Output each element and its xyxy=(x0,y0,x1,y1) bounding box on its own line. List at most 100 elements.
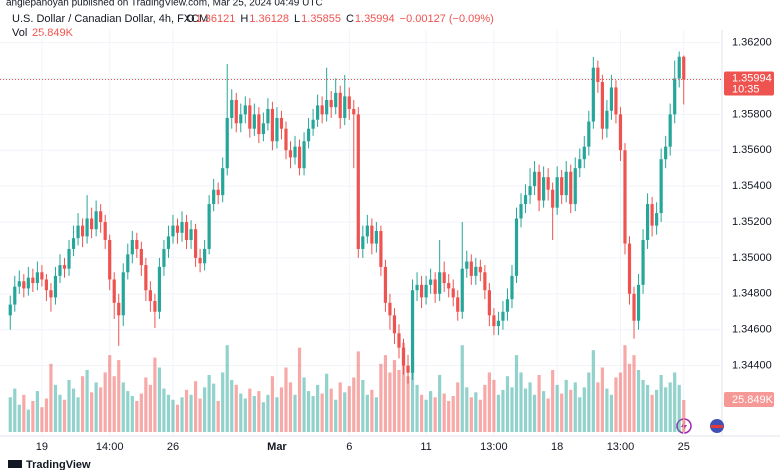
volume-bar xyxy=(451,396,455,432)
volume-legend-label: Vol xyxy=(12,27,27,39)
volume-bar xyxy=(555,384,559,432)
volume-bar xyxy=(365,394,369,432)
candle-body xyxy=(591,67,595,122)
candle-body xyxy=(71,238,76,249)
volume-bar xyxy=(682,399,686,432)
volume-bar xyxy=(311,396,315,432)
candle-body xyxy=(569,171,573,205)
x-tick-label: 25 xyxy=(678,441,690,453)
volume-legend-value: 25.849K xyxy=(32,27,74,39)
volume-bar xyxy=(605,388,609,432)
candle-body xyxy=(135,239,139,249)
candle-body xyxy=(424,284,428,298)
candle-body xyxy=(456,297,460,312)
candle-body xyxy=(225,117,229,169)
candle-body xyxy=(334,92,338,108)
volume-bar xyxy=(343,392,347,432)
volume-bar xyxy=(532,394,537,432)
candle-body xyxy=(392,315,397,334)
candle-body xyxy=(257,114,261,135)
candle-body xyxy=(596,67,600,83)
candle-body xyxy=(239,114,243,124)
candle-body xyxy=(442,272,446,284)
volume-bar xyxy=(239,393,243,432)
candle-body xyxy=(410,290,415,373)
volume-bar xyxy=(379,363,383,432)
volume-bar xyxy=(203,387,207,432)
candle-body xyxy=(230,99,234,118)
volume-bar xyxy=(275,397,279,432)
candle-body xyxy=(80,225,85,237)
candle-body xyxy=(510,275,514,300)
volume-bar xyxy=(76,397,80,432)
candle-body xyxy=(645,204,650,240)
candle-body xyxy=(677,56,681,79)
candle-body xyxy=(636,284,641,321)
candle-body xyxy=(519,204,523,219)
y-tick-label: 1.34600 xyxy=(732,324,772,336)
y-tick-label: 1.36200 xyxy=(732,36,772,48)
volume-bar xyxy=(130,396,134,432)
volume-bar xyxy=(659,374,663,432)
volume-bar xyxy=(474,392,478,432)
candle-body xyxy=(58,265,62,276)
volume-bar xyxy=(650,394,654,432)
y-tick-label: 1.34400 xyxy=(732,360,772,372)
volume-bar xyxy=(293,394,297,432)
candle-body xyxy=(311,119,315,129)
candle-body xyxy=(433,279,437,294)
volume-bar xyxy=(117,360,121,432)
candle-body xyxy=(451,288,455,298)
volume-bar xyxy=(460,345,464,432)
volume-bar xyxy=(664,387,668,432)
candle-body xyxy=(347,96,351,109)
candle-body xyxy=(668,114,672,147)
last-price-label: 1.35994 xyxy=(732,72,772,84)
volume-bar xyxy=(591,350,595,432)
volume-bar xyxy=(673,372,677,432)
volume-bar xyxy=(270,376,275,432)
volume-bar xyxy=(62,399,67,432)
candle-body xyxy=(460,268,464,312)
candle-body xyxy=(618,114,623,151)
candle-body xyxy=(216,189,220,196)
candle-body xyxy=(17,281,21,287)
volume-bar xyxy=(587,372,591,432)
candle-body xyxy=(139,248,143,266)
candle-body xyxy=(542,177,546,201)
candle-body xyxy=(632,293,636,321)
volume-bar xyxy=(266,394,270,432)
volume-bar xyxy=(406,376,410,432)
volume-bar xyxy=(99,387,103,432)
volume-bar xyxy=(126,391,130,432)
volume-bar xyxy=(487,372,491,432)
candle-body xyxy=(338,92,342,118)
volume-bar xyxy=(600,367,604,432)
volume-bar xyxy=(519,372,523,432)
volume-bar xyxy=(334,399,338,432)
candle-body xyxy=(306,128,311,142)
volume-bar xyxy=(370,389,374,432)
volume-bar xyxy=(121,382,125,432)
candle-body xyxy=(356,114,360,249)
volume-bar xyxy=(447,401,451,432)
volume-bar xyxy=(279,387,284,432)
legend-value: 1.35855 xyxy=(301,13,341,25)
volume-bar xyxy=(374,397,378,432)
volume-bar xyxy=(53,384,58,432)
candle-body xyxy=(112,279,116,303)
candle-body xyxy=(40,272,44,280)
volume-bar xyxy=(248,388,252,432)
volume-bar xyxy=(184,389,189,432)
volume-bar xyxy=(456,382,460,432)
volume-bar xyxy=(596,382,600,432)
legend-key: C xyxy=(346,13,354,25)
legend-key: L xyxy=(294,13,300,25)
volume-bar xyxy=(578,397,582,432)
volume-bar xyxy=(22,394,26,432)
candle-body xyxy=(316,105,320,120)
candle-body xyxy=(325,99,329,115)
volume-bar xyxy=(284,367,288,432)
candle-body xyxy=(189,229,193,240)
